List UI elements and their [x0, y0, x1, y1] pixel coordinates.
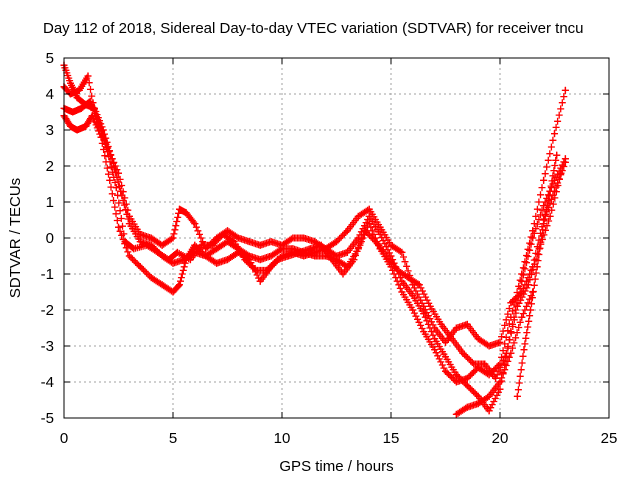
- y-tick-label: -3: [41, 338, 54, 355]
- series-track-5: [452, 288, 537, 418]
- y-tick-label: 5: [46, 50, 54, 67]
- y-tick-label: -2: [41, 302, 54, 319]
- y-tick-label: 1: [46, 194, 54, 211]
- y-tick-label: 4: [46, 86, 54, 103]
- x-tick-label: 10: [274, 430, 291, 447]
- y-axis-title: SDTVAR / TECUs: [7, 178, 24, 298]
- y-tick-label: 3: [46, 122, 54, 139]
- x-axis-title: GPS time / hours: [279, 458, 393, 475]
- x-tick-label: 5: [169, 430, 177, 447]
- y-tick-label: -5: [41, 410, 54, 427]
- x-tick-label: 0: [60, 430, 68, 447]
- x-tick-label: 20: [492, 430, 509, 447]
- y-tick-label: 2: [46, 158, 54, 175]
- y-tick-label: -1: [41, 266, 54, 283]
- x-tick-label: 15: [383, 430, 400, 447]
- x-tick-label: 25: [601, 430, 618, 447]
- y-tick-label: 0: [46, 230, 54, 247]
- series-track-6: [513, 151, 561, 400]
- y-tick-label: -4: [41, 374, 54, 391]
- axis-ticks: 0 5 10 15 20 25 -5 -4 -3 -2 -1 0 1 2 3 4 5: [41, 50, 618, 447]
- series-track-4: [60, 97, 565, 382]
- series-marker-trail: [513, 151, 561, 400]
- series-marker-trail: [452, 288, 537, 418]
- chart-title: Day 112 of 2018, Sidereal Day-to-day VTE…: [43, 20, 584, 37]
